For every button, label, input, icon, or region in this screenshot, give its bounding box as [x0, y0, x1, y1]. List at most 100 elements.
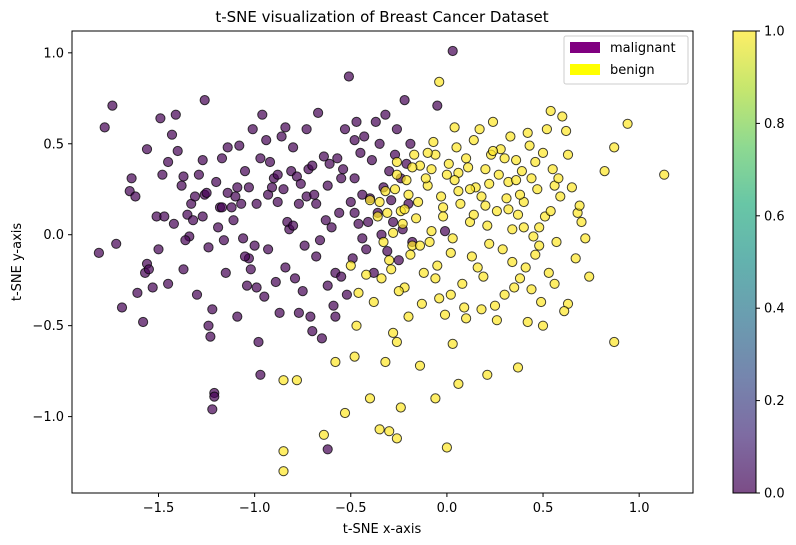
data-point-benign	[537, 147, 549, 158]
data-point-benign	[528, 231, 539, 242]
data-point-benign	[580, 233, 591, 244]
data-point-malignant	[345, 196, 356, 208]
data-point-benign	[445, 247, 456, 258]
data-point-benign	[576, 216, 587, 228]
data-point-benign	[476, 191, 487, 202]
x-tick-label: 0.5	[533, 501, 554, 516]
data-point-malignant	[199, 95, 210, 106]
data-point-benign	[507, 224, 518, 235]
data-point-benign	[409, 149, 420, 160]
data-point-benign	[541, 124, 553, 135]
data-point-benign	[384, 426, 395, 437]
data-point-malignant	[111, 238, 122, 249]
x-tick-label: −1.5	[143, 501, 175, 516]
data-point-benign	[291, 375, 302, 386]
data-point-benign	[622, 118, 633, 129]
data-point-malignant	[116, 302, 128, 313]
data-point-malignant	[299, 240, 310, 251]
data-point-benign	[368, 296, 379, 308]
data-point-malignant	[232, 182, 243, 193]
data-point-malignant	[251, 198, 262, 209]
data-point-malignant	[341, 289, 352, 300]
data-point-benign	[407, 162, 418, 173]
data-point-malignant	[351, 116, 362, 128]
data-point-benign	[418, 267, 429, 278]
data-point-malignant	[239, 251, 251, 262]
data-point-benign	[599, 166, 610, 177]
data-point-benign	[526, 284, 537, 295]
data-point-malignant	[338, 164, 349, 175]
data-point-malignant	[295, 178, 306, 189]
data-point-malignant	[405, 138, 416, 149]
data-point-benign	[376, 273, 387, 284]
data-point-benign	[414, 360, 426, 371]
data-point-benign	[416, 298, 427, 309]
data-point-benign	[480, 200, 491, 211]
colorbar-tick-label: 0.6	[764, 209, 785, 224]
data-point-malignant	[99, 122, 110, 133]
data-point-malignant	[176, 180, 187, 191]
data-point-benign	[389, 184, 401, 195]
data-point-malignant	[263, 244, 274, 255]
data-point-benign	[388, 327, 399, 338]
data-point-benign	[413, 196, 424, 208]
data-point-malignant	[141, 144, 153, 155]
data-point-benign	[455, 198, 466, 209]
data-point-malignant	[207, 404, 218, 415]
data-point-malignant	[213, 222, 224, 233]
data-point-malignant	[216, 202, 228, 213]
data-point-benign	[503, 204, 514, 215]
data-point-malignant	[293, 307, 304, 318]
data-point-malignant	[355, 147, 366, 158]
data-point-benign	[562, 149, 574, 160]
data-point-malignant	[353, 218, 364, 229]
data-point-malignant	[239, 166, 251, 177]
data-point-malignant	[293, 198, 304, 209]
data-point-benign	[403, 311, 414, 322]
data-point-malignant	[318, 151, 329, 162]
legend-label-malignant: malignant	[610, 41, 676, 56]
data-point-malignant	[143, 264, 154, 275]
data-point-malignant	[330, 311, 341, 322]
data-point-benign	[512, 362, 524, 373]
data-point-malignant	[153, 244, 164, 255]
data-point-benign	[434, 293, 445, 304]
data-point-benign	[453, 186, 464, 197]
data-point-benign	[493, 169, 504, 180]
data-point-benign	[447, 338, 458, 349]
data-point-benign	[570, 253, 581, 264]
data-point-malignant	[270, 276, 281, 288]
data-point-benign	[553, 173, 564, 184]
data-point-malignant	[201, 187, 212, 198]
colorbar-tick-label: 0.4	[764, 302, 785, 317]
data-point-malignant	[189, 191, 201, 202]
data-point-benign	[318, 429, 329, 440]
y-tick-label: 1.0	[43, 46, 64, 61]
data-point-benign	[349, 351, 360, 362]
data-point-benign	[439, 309, 451, 320]
data-point-benign	[499, 289, 510, 300]
data-point-malignant	[314, 235, 326, 246]
data-point-benign	[434, 76, 445, 88]
data-point-malignant	[359, 131, 370, 142]
data-point-malignant	[357, 233, 368, 244]
data-point-malignant	[311, 251, 322, 262]
data-point-benign	[378, 236, 389, 248]
data-point-benign	[424, 236, 435, 248]
data-point-benign	[497, 244, 508, 255]
data-point-malignant	[163, 278, 174, 289]
data-point-malignant	[336, 271, 347, 282]
data-point-malignant	[366, 155, 377, 166]
data-point-benign	[401, 175, 412, 186]
data-point-malignant	[374, 138, 385, 149]
data-point-benign	[518, 222, 529, 233]
y-tick-label: −1.0	[32, 410, 64, 425]
data-point-benign	[609, 336, 620, 348]
data-point-benign	[414, 240, 426, 251]
data-point-benign	[559, 306, 570, 317]
data-point-malignant	[193, 169, 204, 180]
data-point-malignant	[249, 240, 260, 251]
data-point-malignant	[349, 135, 360, 146]
data-point-benign	[382, 207, 393, 218]
data-point-benign	[438, 211, 449, 222]
